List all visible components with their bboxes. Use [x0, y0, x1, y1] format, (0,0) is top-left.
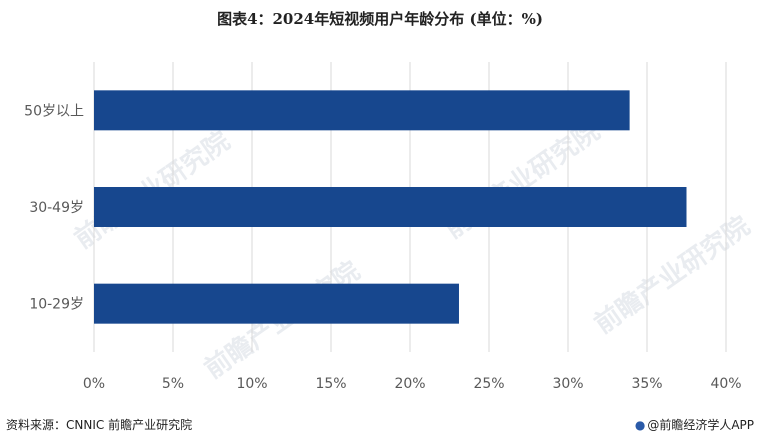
source-note: 资料来源：CNNIC 前瞻产业研究院: [6, 418, 193, 432]
bar: [94, 187, 687, 227]
brand-logo-icon: ●: [634, 418, 646, 432]
x-tick-label: 40%: [710, 376, 741, 392]
x-tick-label: 20%: [394, 376, 425, 392]
brand-credit: ● @前瞻经济学人APP: [635, 416, 754, 433]
bar: [94, 90, 630, 131]
y-category-label: 50岁以上: [24, 103, 84, 119]
x-tick-label: 35%: [631, 376, 662, 392]
x-tick-label: 0%: [83, 376, 105, 392]
x-tick-label: 10%: [236, 376, 267, 392]
x-tick-label: 5%: [162, 376, 184, 392]
brand-text: @前瞻经济学人APP: [647, 418, 754, 432]
y-category-label: 30-49岁: [29, 200, 84, 216]
chart-title: 图表4：2024年短视频用户年龄分布 (单位：%): [217, 10, 543, 28]
y-category-label: 10-29岁: [29, 297, 84, 313]
bar: [94, 283, 459, 324]
bar-chart: 0% 5% 10% 15% 20% 25% 30% 35% 40% 50岁以上 30-49岁 10-2…: [24, 62, 742, 392]
x-tick-label: 30%: [552, 376, 583, 392]
x-tick-label: 15%: [315, 376, 346, 392]
x-tick-label: 25%: [473, 376, 504, 392]
